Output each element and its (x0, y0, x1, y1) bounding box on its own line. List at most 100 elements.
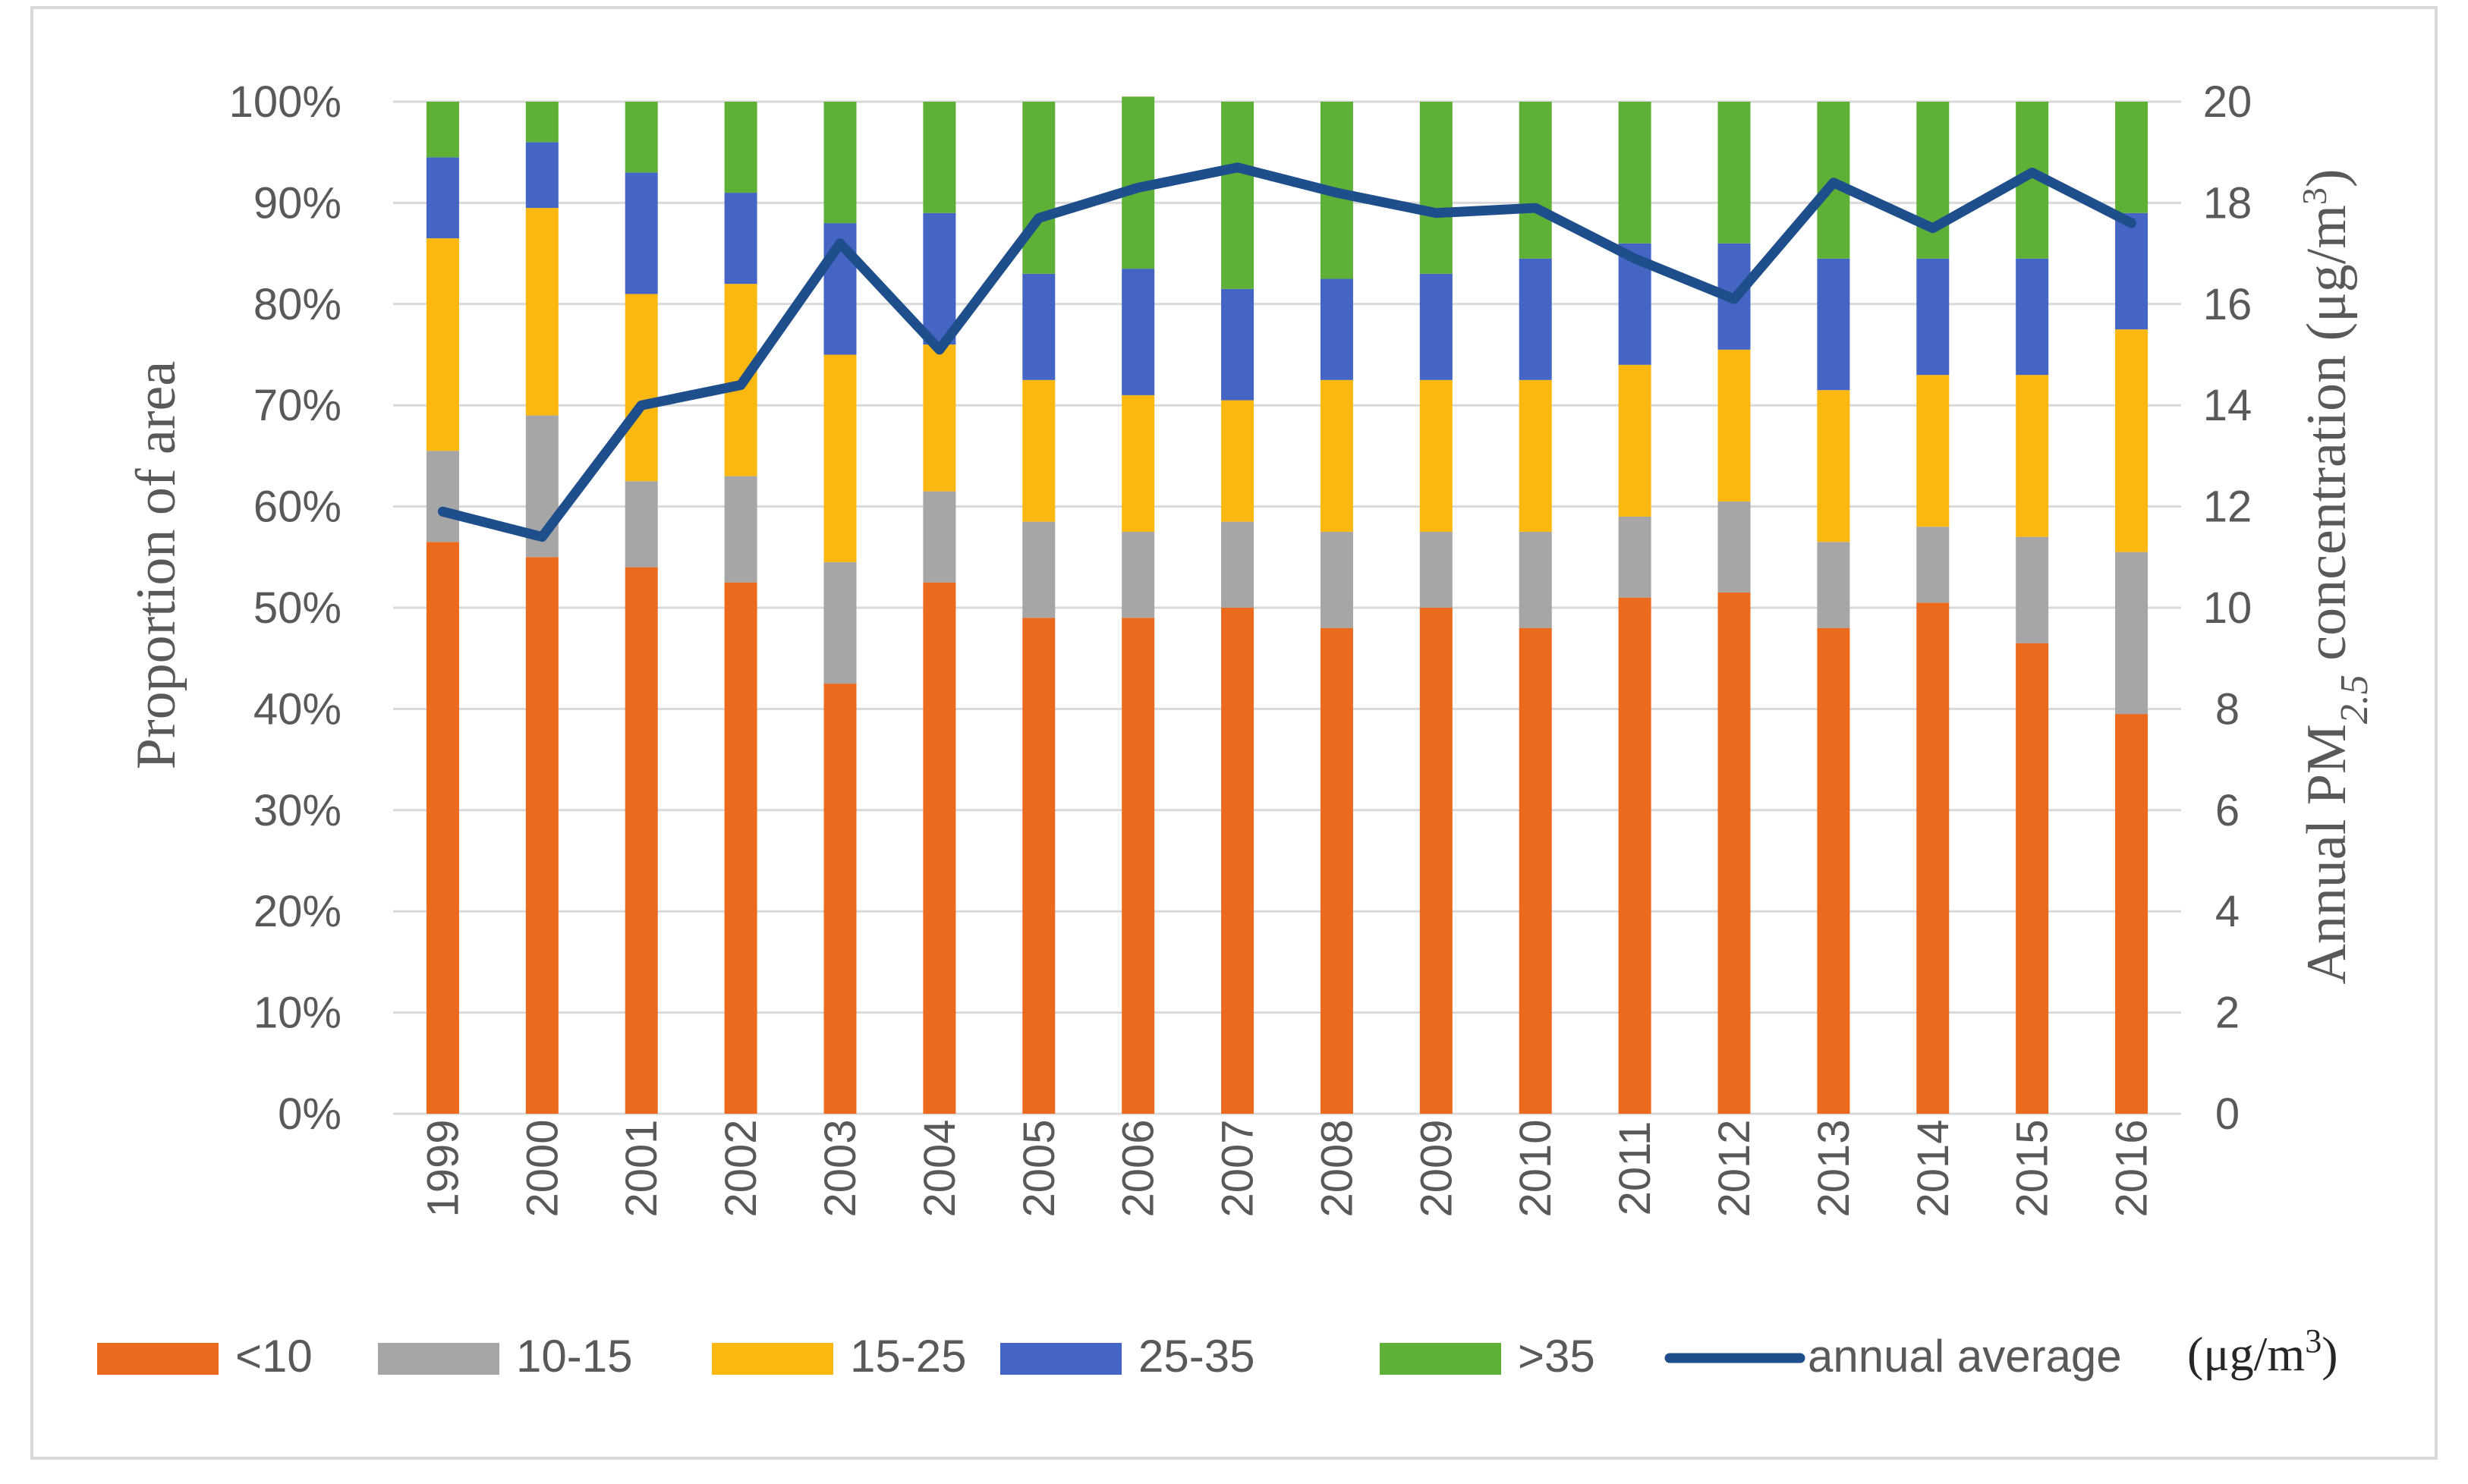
bar-segment (426, 451, 459, 542)
right-axis-title-rest: concentration (μg/m (2296, 205, 2358, 674)
bar-segment (1320, 379, 1353, 532)
bar-segment (1916, 527, 1950, 603)
bar-segment (1817, 542, 1850, 628)
unit-note-close: ) (2322, 1327, 2337, 1381)
bar-segment (1419, 273, 1453, 380)
line-point (1435, 212, 1437, 214)
bar-segment (625, 294, 658, 482)
bar-segment (1817, 627, 1850, 1114)
annual-average-line (437, 162, 2137, 542)
bar-segment (1122, 618, 1155, 1114)
legend-label: 25-35 (1138, 1331, 1254, 1382)
right-axis-title: Annual PM2.5 concentration (μg/m3) (2295, 168, 2376, 984)
bar-segment (625, 172, 658, 294)
bar-segment (1320, 531, 1353, 628)
bar-segment (1519, 531, 1552, 628)
legend-label: annual average (1808, 1331, 2122, 1382)
bar-segment (1122, 395, 1155, 532)
right-tick-label: 20 (2203, 77, 2252, 127)
bar-segment (1717, 349, 1751, 501)
right-tick-label: 14 (2203, 381, 2252, 430)
left-axis-title: Proportion of area (125, 361, 187, 769)
x-tick-label: 2003 (816, 1119, 865, 1217)
legend-swatch (1000, 1343, 1122, 1375)
bar-segment (1419, 608, 1453, 1114)
bar-stacks (426, 96, 2148, 1114)
line-point (2031, 171, 2033, 174)
line-point (1137, 187, 1139, 189)
left-tick-label: 80% (253, 280, 342, 329)
legend-swatch (1380, 1343, 1501, 1375)
bar-segment (1022, 379, 1056, 522)
left-tick-label: 20% (253, 887, 342, 936)
x-tick-label: 2012 (1710, 1119, 1759, 1217)
bar-segment (1717, 102, 1751, 244)
right-tick-label: 18 (2203, 178, 2252, 228)
bar-segment (1221, 521, 1254, 608)
bar-segment (625, 102, 658, 173)
right-tick-label: 8 (2215, 684, 2240, 734)
bar-segment (2115, 552, 2148, 715)
right-axis-title-main: Annual PM (2296, 724, 2358, 984)
line-point (938, 348, 940, 351)
bar-segment (1022, 618, 1056, 1114)
x-tick-label: 2010 (1511, 1119, 1560, 1217)
x-tick-label: 2007 (1214, 1119, 1263, 1217)
right-axis-title-sup: 3 (2295, 187, 2334, 205)
x-tick-label: 2000 (518, 1119, 567, 1217)
bar-segment (625, 567, 658, 1114)
right-tick-label: 2 (2215, 989, 2240, 1038)
line-point (1535, 207, 1537, 209)
line-point (740, 384, 742, 386)
bar-segment (525, 142, 559, 209)
right-axis-title-sub: 2.5 (2333, 674, 2376, 724)
bar-segment (2016, 258, 2049, 376)
left-tick-label: 40% (253, 684, 342, 734)
x-tick-label: 2014 (1909, 1119, 1958, 1217)
bar-segment (2016, 375, 2049, 537)
bar-segment (1122, 531, 1155, 618)
bar-segment (724, 476, 757, 583)
bar-segment (923, 102, 956, 213)
left-axis-ticks: 0% 10% 20% 30% 40% 50% 60% 70% 80% 90% 100% (229, 77, 342, 1139)
bar-segment (1519, 258, 1552, 380)
bar-segment (426, 542, 459, 1114)
left-tick-label: 90% (253, 178, 342, 228)
left-tick-label: 50% (253, 583, 342, 633)
bar-segment (1519, 627, 1552, 1114)
legend-label: <10 (235, 1331, 313, 1382)
bar-segment (426, 102, 459, 158)
bar-segment (1320, 627, 1353, 1114)
bar-segment (1221, 400, 1254, 522)
bar-segment (923, 344, 956, 492)
bar-segment (1122, 269, 1155, 395)
bar-segment (1419, 102, 1453, 274)
bar-segment (1221, 608, 1254, 1114)
line-point (1733, 298, 1735, 300)
x-tick-label: 2013 (1809, 1119, 1859, 1217)
bar-segment (2115, 714, 2148, 1114)
bar-segment (1916, 258, 1950, 376)
x-tick-label: 2016 (2108, 1119, 2157, 1217)
bar-segment (1618, 364, 1651, 517)
bar-segment (1817, 390, 1850, 542)
left-tick-label: 0% (278, 1089, 342, 1139)
left-tick-label: 70% (253, 381, 342, 430)
line-point (1336, 192, 1338, 194)
line-point (442, 511, 444, 513)
bar-segment (525, 102, 559, 143)
bar-segment (1618, 102, 1651, 244)
bar-segment (724, 193, 757, 285)
unit-note-sup: 3 (2305, 1322, 2322, 1360)
legend: <10 10-15 15-25 25-35 >35 annual average (97, 1331, 2122, 1382)
left-tick-label: 30% (253, 786, 342, 835)
right-tick-label: 10 (2203, 583, 2252, 633)
bar-segment (426, 157, 459, 239)
line-point (641, 404, 643, 407)
bar-segment (823, 354, 857, 562)
bar-segment (823, 684, 857, 1114)
left-tick-label: 100% (229, 77, 342, 127)
x-tick-label: 1999 (418, 1119, 467, 1217)
bar-segment (1717, 501, 1751, 593)
